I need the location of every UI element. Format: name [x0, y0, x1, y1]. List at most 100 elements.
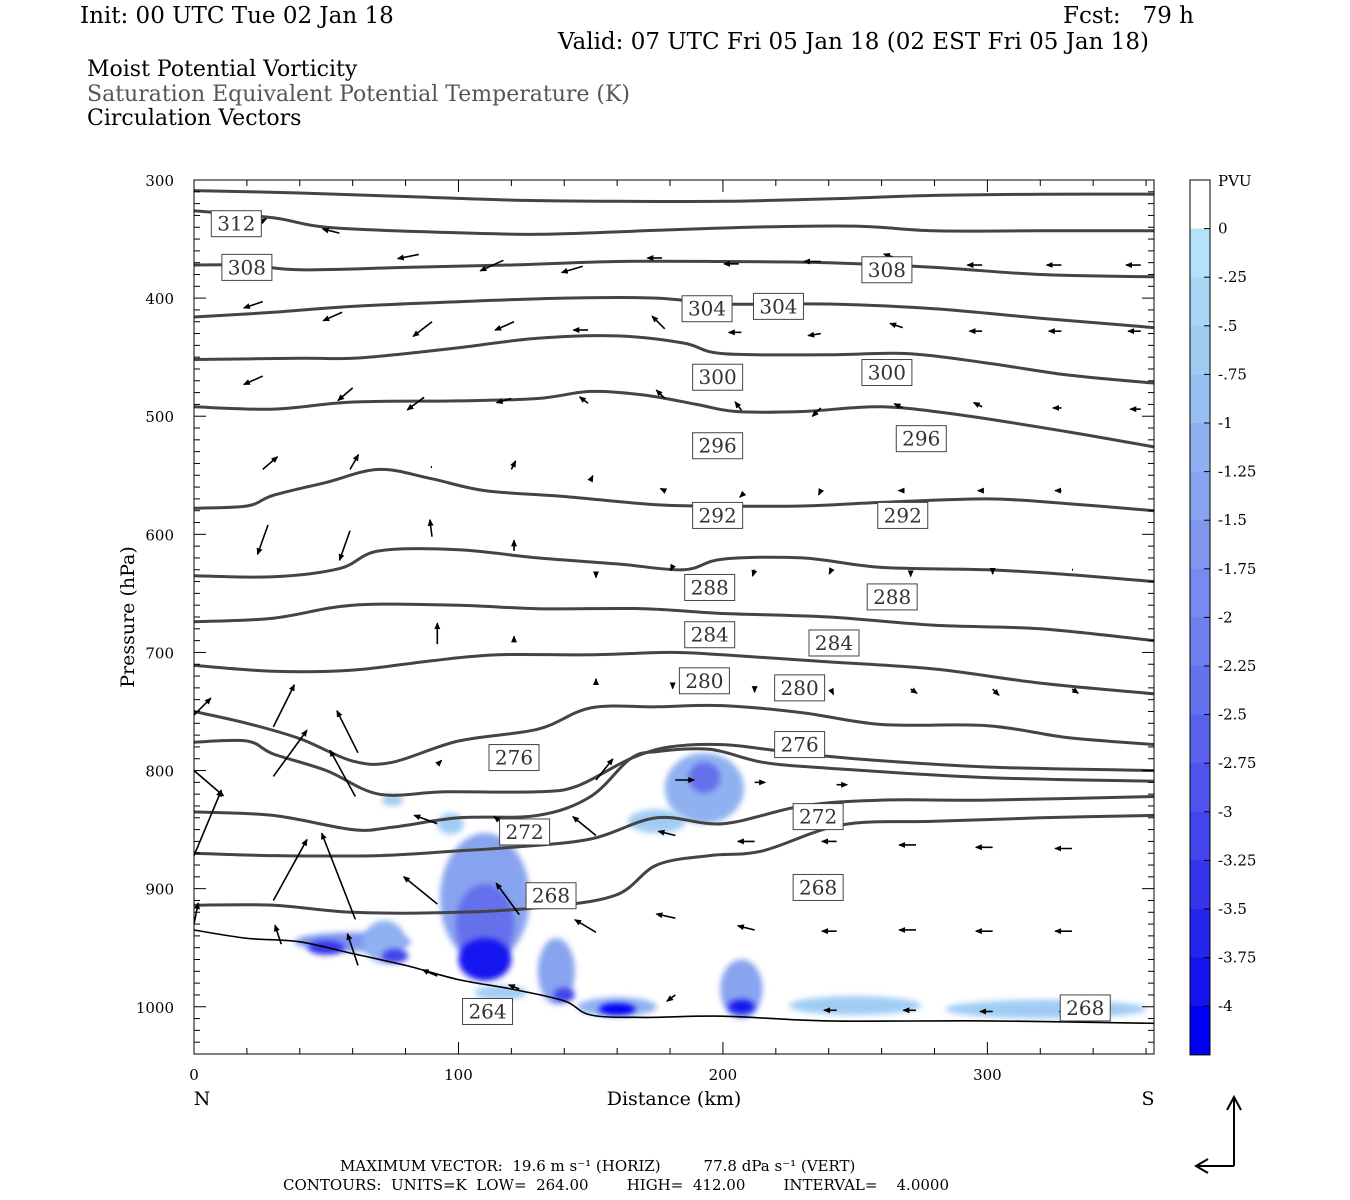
- colorbar-swatch: [1190, 666, 1210, 716]
- contour-label: 300: [868, 361, 906, 385]
- contour-label: 296: [902, 427, 940, 451]
- circulation-vector: [396, 253, 419, 261]
- theta-contour-308: [194, 209, 1154, 236]
- contour-label: 312: [217, 212, 255, 236]
- field-title-thetae: Saturation Equivalent Potential Temperat…: [87, 82, 630, 107]
- colorbar-label: -1.25: [1218, 463, 1256, 481]
- circulation-vector: [1071, 687, 1080, 694]
- colorbar-swatch: [1190, 180, 1210, 230]
- circulation-vector: [262, 456, 279, 470]
- pv-patch: [627, 809, 686, 834]
- circulation-vector: [349, 453, 360, 470]
- pv-patch: [945, 999, 1147, 1019]
- contour-label-box: [678, 667, 730, 695]
- contour-label: 268: [799, 875, 837, 899]
- contour-label: 304: [688, 297, 726, 321]
- colorbar-swatch: [1190, 811, 1210, 861]
- colorbar-swatch: [1190, 228, 1210, 278]
- valid-time: Valid: 07 UTC Fri 05 Jan 18 (02 EST Fri …: [558, 29, 1149, 55]
- circulation-vector: [338, 530, 351, 562]
- circulation-vector: [560, 265, 583, 274]
- y-tick-label: 1000: [136, 999, 174, 1017]
- circulation-vector: [412, 321, 433, 338]
- contour-label-box: [488, 744, 540, 772]
- contour-label-box: [774, 674, 826, 702]
- reference-vector-icon: [1194, 1094, 1242, 1174]
- circulation-vector: [413, 814, 438, 825]
- contour-label: 308: [868, 258, 906, 282]
- colorbar-label: -3: [1218, 803, 1233, 821]
- circulation-vector: [751, 569, 758, 578]
- circulation-vector: [194, 769, 225, 797]
- contour-label: 292: [699, 503, 737, 527]
- colorbar: 0 -.25 -.5 -.75 -1 -1.25 -1.5 -1.75 -2 -2.25 -2.5 -…: [1189, 179, 1256, 1056]
- colorbar-label: -.5: [1218, 317, 1237, 335]
- colorbar-label: -2: [1218, 608, 1233, 626]
- circulation-vector: [406, 396, 425, 411]
- x-tick-label: 100: [444, 1066, 473, 1084]
- circulation-vector: [494, 320, 515, 331]
- colorbar-swatch: [1190, 374, 1210, 424]
- colorbar-label: -4: [1218, 997, 1233, 1015]
- contour-label-box: [525, 882, 577, 910]
- theta-contours: [194, 189, 1154, 915]
- circulation-vector: [435, 759, 443, 767]
- x-tick-label: 300: [973, 1066, 1002, 1084]
- contour-label-box: [210, 210, 262, 238]
- contour-label: 272: [799, 805, 837, 829]
- theta-contour-292: [194, 389, 1154, 449]
- colorbar-label: -.75: [1218, 365, 1247, 383]
- contour-label-box: [877, 501, 929, 529]
- colorbar-title: PVU: [1218, 172, 1252, 190]
- theta-contour-276: [194, 650, 1154, 696]
- circulation-vector: [274, 924, 283, 945]
- colorbar-swatch: [1190, 909, 1210, 959]
- colorbar-swatch: [1190, 568, 1210, 618]
- colorbar-swatch: [1190, 763, 1210, 813]
- theta-contour-260: [194, 795, 1154, 858]
- contour-label-box: [792, 803, 844, 831]
- circulation-vector: [587, 474, 594, 483]
- contour-label-box: [866, 583, 918, 611]
- circulation-vector: [807, 331, 821, 338]
- circulation-vector: [574, 919, 597, 934]
- circulation-vector: [572, 815, 597, 837]
- circulation-vector: [321, 227, 340, 234]
- theta-contour-272: [194, 703, 1154, 766]
- contour-label: 296: [699, 434, 737, 458]
- y-axis-title: Pressure (hPa): [117, 546, 139, 688]
- contour-label-box: [499, 818, 551, 846]
- contour-label-box: [681, 295, 733, 323]
- circulation-vector: [655, 389, 666, 400]
- contour-label: 284: [815, 631, 853, 655]
- circulation-vectors: [194, 218, 1141, 1015]
- contour-label: 264: [468, 999, 506, 1023]
- circulation-vector: [910, 687, 918, 694]
- contour-label-box: [684, 573, 736, 601]
- contour-label: 276: [495, 746, 533, 770]
- contour-label-box: [774, 731, 826, 759]
- contour-label: 268: [532, 884, 570, 908]
- contour-label: 288: [873, 585, 911, 609]
- init-time: Init: 00 UTC Tue 02 Jan 18: [80, 3, 394, 29]
- colorbar-label: -3.5: [1218, 900, 1247, 918]
- pv-patch: [537, 938, 575, 1005]
- circulation-vector: [893, 403, 904, 410]
- y-tick-label: 700: [145, 644, 174, 662]
- colorbar-swatch: [1190, 423, 1210, 473]
- pv-patch: [598, 1003, 636, 1016]
- colorbar-label: -2.5: [1218, 706, 1247, 724]
- theta-contour-312: [194, 189, 1154, 204]
- contour-label: 276: [781, 733, 819, 757]
- circulation-vector: [578, 396, 589, 404]
- contour-label: 280: [685, 669, 723, 693]
- colorbar-swatch: [1190, 325, 1210, 375]
- x-tick-label: 0: [189, 1066, 199, 1084]
- circulation-vector: [992, 688, 1000, 697]
- contour-label-box: [692, 432, 744, 460]
- ground-surface: [194, 929, 1154, 1025]
- circulation-vector: [495, 882, 520, 916]
- field-title-pv: Moist Potential Vorticity: [87, 57, 358, 82]
- pv-patch: [381, 948, 409, 964]
